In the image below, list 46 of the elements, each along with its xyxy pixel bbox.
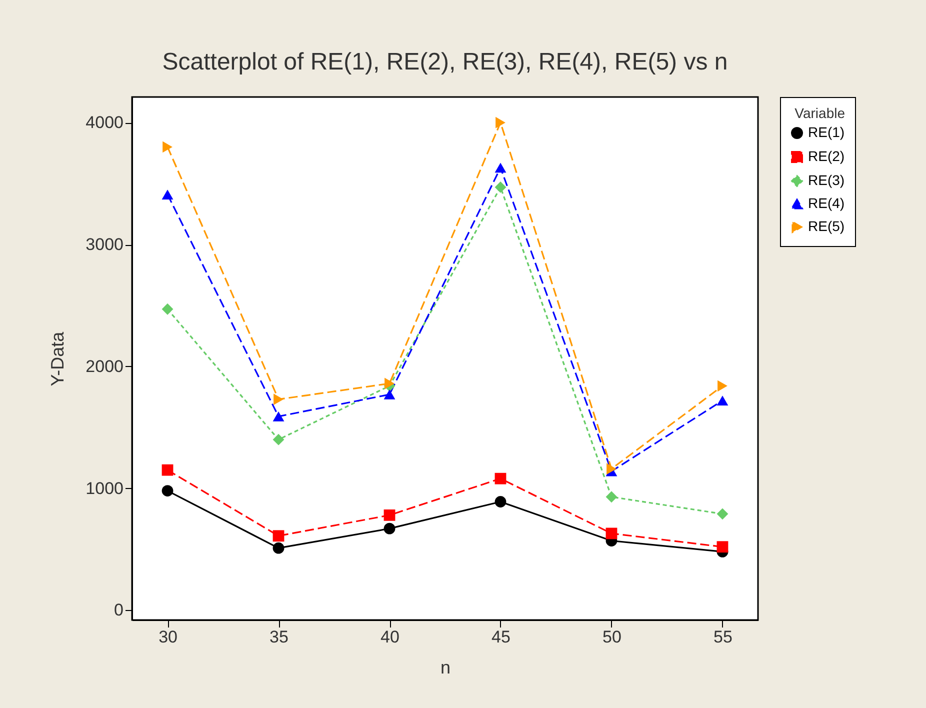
point: [272, 542, 284, 554]
x-tick-label: 30: [158, 628, 178, 646]
point: [606, 528, 618, 540]
point: [384, 378, 394, 390]
y-axis-title: Y-Data: [48, 330, 68, 386]
legend-title: Variable: [794, 105, 846, 121]
x-tick-label: 55: [714, 628, 732, 646]
legend-label: RE(5): [808, 218, 845, 234]
point: [384, 390, 396, 400]
y-tick-label: 2000: [86, 356, 124, 376]
x-tick-label: 40: [380, 628, 400, 646]
point: [494, 182, 506, 193]
y-tick-label: 1000: [86, 478, 124, 498]
y-tick-label: 4000: [86, 113, 124, 132]
legend-label: RE(2): [808, 148, 845, 164]
y-tick-label: 0: [114, 600, 124, 620]
point: [716, 396, 728, 406]
point: [496, 116, 506, 128]
point: [494, 162, 506, 173]
y-tick-label: 3000: [86, 235, 124, 254]
legend-label: RE(3): [808, 172, 845, 188]
x-axis-title: n: [440, 658, 451, 678]
point: [718, 380, 728, 392]
legend-label: RE(1): [808, 124, 845, 140]
point: [384, 509, 396, 521]
legend-label: RE(4): [808, 195, 845, 211]
point: [494, 472, 506, 484]
x-tick-label: 35: [270, 628, 288, 646]
point: [494, 496, 506, 508]
point: [162, 141, 172, 153]
point: [606, 491, 618, 503]
point: [272, 434, 284, 446]
point: [162, 190, 174, 200]
point: [716, 508, 728, 520]
point: [606, 463, 616, 475]
x-tick-label: 45: [492, 628, 510, 646]
point: [716, 541, 728, 553]
x-tick-label: 50: [602, 628, 622, 646]
point: [272, 411, 284, 422]
point: [384, 522, 396, 534]
chart-title: Scatterplot of RE(1), RE(2), RE(3), RE(4), RE(5) vs n: [162, 48, 728, 76]
point: [274, 394, 284, 406]
point: [162, 485, 174, 496]
point: [162, 303, 174, 315]
point: [162, 464, 174, 476]
point: [272, 530, 284, 542]
